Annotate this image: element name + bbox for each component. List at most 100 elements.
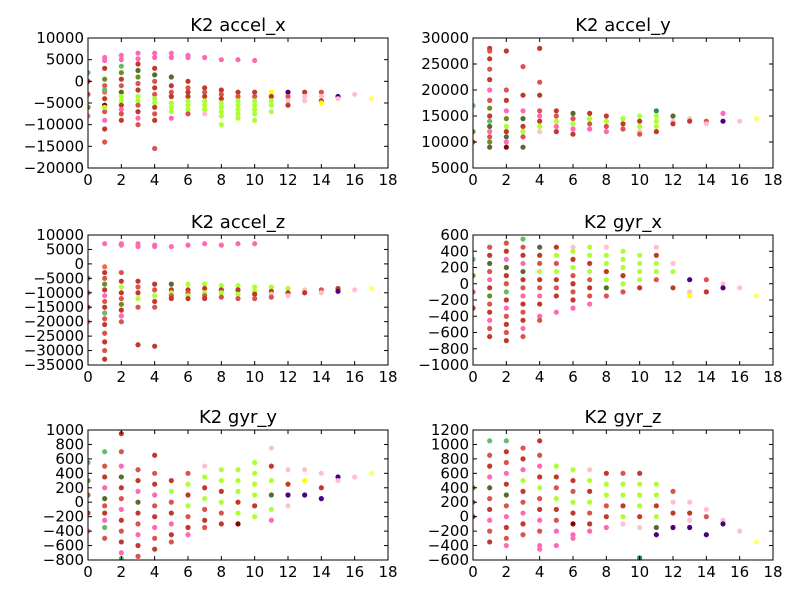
subplot-title: K2 accel_x	[190, 15, 286, 36]
data-point	[118, 528, 124, 534]
y-tick-label: 0	[459, 275, 469, 293]
data-point	[202, 463, 208, 469]
data-point	[537, 496, 543, 502]
data-point	[168, 83, 174, 89]
x-tick-label: 6	[183, 563, 193, 581]
y-tick-label: 5000	[431, 159, 469, 177]
data-point	[637, 285, 643, 291]
data-point	[503, 281, 509, 287]
data-point	[185, 532, 191, 538]
data-point	[537, 79, 543, 85]
x-tick-label: 16	[730, 171, 749, 189]
y-tick-label: 0	[74, 493, 84, 511]
data-point	[487, 277, 493, 283]
data-point	[118, 93, 124, 100]
data-point	[520, 129, 526, 135]
data-point	[168, 488, 174, 494]
x-tick-label: 8	[602, 563, 612, 581]
x-tick-label: 4	[150, 563, 160, 581]
y-tick-label: −600	[43, 537, 84, 555]
data-point	[235, 98, 241, 104]
data-point	[235, 89, 241, 95]
data-point	[252, 295, 258, 302]
data-point	[218, 100, 224, 106]
y-tick-label: −30000	[24, 342, 84, 360]
data-point	[570, 256, 576, 262]
data-point	[235, 291, 241, 297]
data-point	[88, 91, 91, 97]
data-point	[503, 524, 509, 531]
data-point	[152, 524, 158, 531]
data-point	[235, 282, 241, 289]
x-tick-label: 0	[83, 368, 93, 386]
x-tick-label: 14	[697, 563, 716, 581]
data-point	[520, 309, 526, 315]
x-tick-label: 6	[568, 171, 578, 189]
data-point	[268, 284, 274, 290]
data-point	[603, 123, 609, 129]
data-point	[118, 319, 124, 325]
data-point	[168, 109, 174, 115]
data-point	[503, 329, 509, 336]
x-tick-label: 6	[183, 171, 193, 189]
data-point	[268, 102, 274, 108]
data-point	[102, 57, 108, 64]
data-point	[670, 285, 676, 291]
axes-frame	[87, 429, 389, 561]
data-point	[537, 546, 543, 552]
data-point	[587, 268, 593, 275]
x-tick-label: 6	[568, 368, 578, 386]
y-tick-label: 10000	[36, 29, 84, 47]
data-point	[503, 305, 509, 311]
data-point	[520, 236, 526, 242]
data-point	[168, 521, 174, 527]
data-point	[553, 474, 559, 480]
x-tick-label: 18	[763, 171, 782, 189]
data-point	[318, 290, 324, 296]
data-point	[252, 291, 258, 297]
data-point	[587, 277, 593, 283]
y-tick-label: 600	[440, 226, 469, 244]
data-point	[520, 456, 526, 462]
data-point	[168, 510, 174, 516]
data-point	[202, 295, 208, 302]
data-point	[553, 506, 559, 513]
data-point	[503, 321, 509, 327]
y-tick-label: −800	[43, 551, 84, 569]
data-points	[88, 50, 374, 152]
data-point	[620, 492, 626, 498]
data-point	[135, 50, 141, 56]
subplot-title: K2 gyr_x	[584, 212, 662, 233]
data-point	[152, 470, 158, 476]
data-point	[487, 285, 493, 291]
data-point	[118, 269, 124, 276]
data-point	[537, 474, 543, 480]
data-point	[637, 503, 643, 509]
data-point	[185, 295, 191, 302]
data-point	[753, 539, 759, 545]
data-point	[520, 488, 526, 494]
data-point	[487, 301, 493, 307]
data-point	[235, 521, 241, 527]
data-point	[520, 268, 526, 275]
data-point	[135, 304, 141, 310]
x-tick-label: 2	[502, 368, 512, 386]
data-point	[487, 463, 493, 469]
data-point	[202, 517, 208, 523]
data-point	[620, 514, 626, 520]
data-point	[185, 470, 191, 476]
data-point	[285, 102, 291, 108]
data-point	[118, 284, 124, 290]
data-point	[720, 285, 726, 291]
data-point	[202, 474, 208, 480]
subplot-3: K2 accel_z 0 2 4 6 8 10 12 14 16 18 −35000−30000−25…	[24, 212, 398, 386]
data-point	[520, 252, 526, 258]
data-point	[687, 277, 693, 283]
data-point	[152, 281, 158, 287]
data-point	[553, 118, 559, 124]
data-point	[503, 535, 509, 541]
data-point	[202, 93, 208, 100]
data-point	[352, 474, 358, 480]
y-tick-label: −600	[428, 324, 469, 342]
data-point	[603, 293, 609, 299]
